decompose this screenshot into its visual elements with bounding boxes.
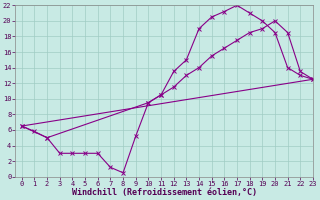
X-axis label: Windchill (Refroidissement éolien,°C): Windchill (Refroidissement éolien,°C) <box>72 188 257 197</box>
